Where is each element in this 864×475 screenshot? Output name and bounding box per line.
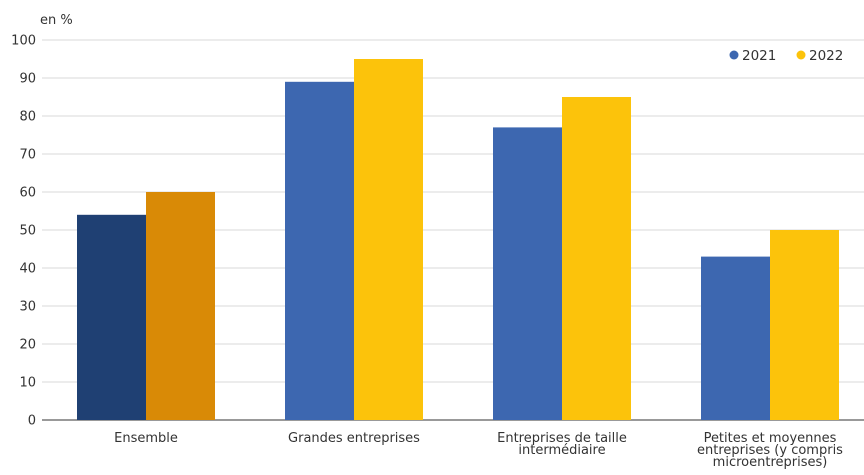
x-axis-categories: Ensemble Grandes entreprises Entreprises d… <box>114 431 843 470</box>
category-label: intermédiaire <box>518 443 605 458</box>
category-label: Ensemble <box>114 431 178 446</box>
bar-2022-3 <box>770 230 839 420</box>
y-tick-label: 30 <box>19 300 36 315</box>
y-tick-label: 40 <box>19 262 36 277</box>
bar-2022-0 <box>146 192 215 420</box>
legend-label-2022: 2022 <box>809 48 843 64</box>
legend-marker-2021 <box>729 50 739 60</box>
y-tick-label: 0 <box>28 414 36 429</box>
bars <box>77 59 839 421</box>
legend-marker-2022 <box>796 50 806 60</box>
bar-2021-3 <box>701 256 770 420</box>
category-label: Entreprises de taille <box>497 431 627 446</box>
y-tick-label: 60 <box>19 186 36 201</box>
legend-label-2021: 2021 <box>742 48 776 64</box>
y-tick-label: 90 <box>19 72 36 87</box>
y-tick-label: 50 <box>19 224 36 239</box>
category-label: microentreprises) <box>713 455 828 470</box>
y-axis-unit-label: en % <box>40 13 73 28</box>
y-tick-label: 10 <box>19 376 36 391</box>
category-label: entreprises (y compris <box>697 443 843 458</box>
category-label: Petites et moyennes <box>704 431 837 446</box>
bar-2022-1 <box>354 59 423 420</box>
bar-2022-2 <box>562 97 631 420</box>
y-tick-label: 80 <box>19 110 36 125</box>
legend: 2021 2022 <box>729 48 843 64</box>
y-tick-label: 100 <box>11 34 36 49</box>
y-tick-label: 20 <box>19 338 36 353</box>
y-axis-ticks: 0 10 20 30 40 50 60 70 80 90 100 <box>11 34 36 429</box>
bar-2021-0 <box>77 214 146 420</box>
bar-2021-1 <box>285 81 354 421</box>
y-tick-label: 70 <box>19 148 36 163</box>
bar-2021-2 <box>493 127 562 421</box>
category-label: Grandes entreprises <box>288 431 420 446</box>
